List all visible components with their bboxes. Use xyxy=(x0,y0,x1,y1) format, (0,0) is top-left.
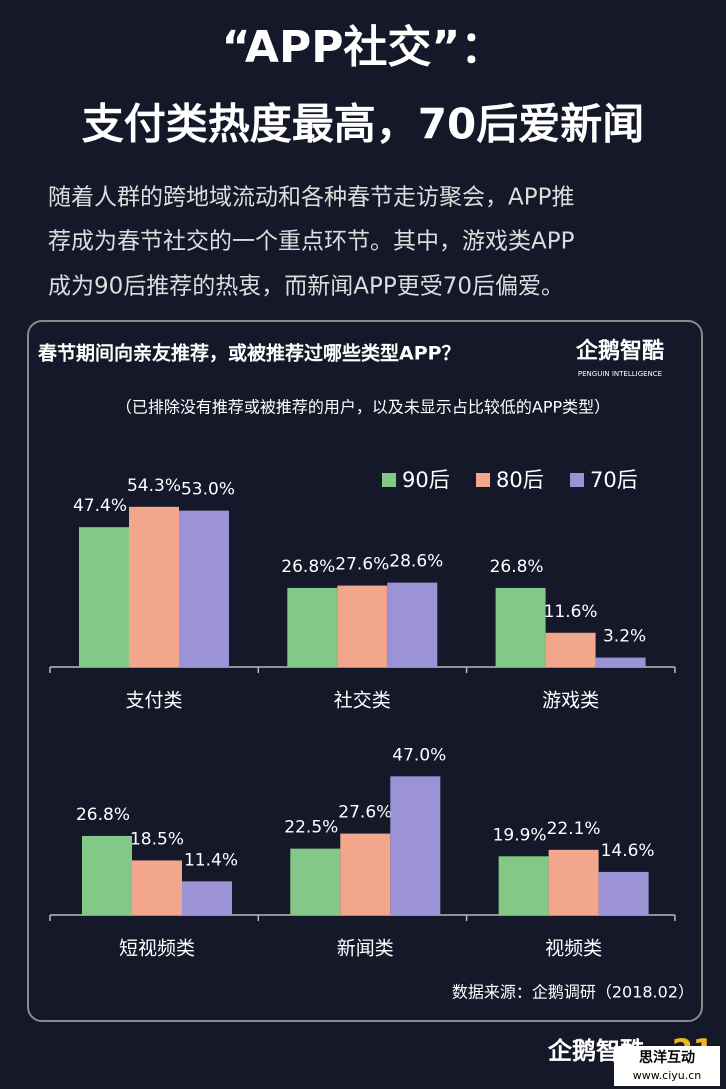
logo-sub: PENGUIN INTELLIGENCE xyxy=(578,370,662,378)
value-label: 11.4% xyxy=(184,850,238,870)
legend-label: 70后 xyxy=(590,468,638,492)
value-label: 26.8% xyxy=(76,805,130,825)
bar xyxy=(179,510,229,667)
intro: 成为90后推荐的热衷，而新闻APP更受70后偏爱。 xyxy=(48,274,564,300)
source: 数据来源：企鹅调研（2018.02） xyxy=(452,983,694,1002)
bar xyxy=(129,506,179,667)
value-label: 28.6% xyxy=(389,552,443,572)
value-label: 54.3% xyxy=(127,476,181,496)
value-label: 27.6% xyxy=(335,555,389,575)
x-tick-label: 新闻类 xyxy=(337,938,394,960)
legend-swatch xyxy=(570,473,584,487)
bar xyxy=(548,849,599,915)
bar xyxy=(340,833,391,915)
bar xyxy=(132,860,182,915)
x-tick-label: 社交类 xyxy=(334,690,391,712)
x-tick-label: 短视频类 xyxy=(119,938,195,960)
value-label: 22.1% xyxy=(547,819,601,839)
chart-title: 春节期间向亲友推荐，或被推荐过哪些类型APP？ xyxy=(38,342,461,365)
bar xyxy=(595,657,646,667)
bar xyxy=(79,527,129,667)
legend-label: 90后 xyxy=(402,468,450,492)
bar xyxy=(287,587,338,667)
value-label: 27.6% xyxy=(338,803,392,823)
chart-subtitle: （已排除没有推荐或被推荐的用户，以及未显示占比较低的APP类型） xyxy=(116,398,610,417)
x-tick-label: 游戏类 xyxy=(542,690,599,712)
value-label: 19.9% xyxy=(493,825,547,845)
bar xyxy=(182,881,232,915)
value-label: 26.8% xyxy=(281,557,335,577)
value-label: 3.2% xyxy=(603,627,646,647)
bar xyxy=(387,582,438,667)
x-tick-label: 视频类 xyxy=(545,938,602,960)
bar xyxy=(290,848,341,915)
legend-swatch xyxy=(382,473,396,487)
watermark-url: www.ciyu.cn xyxy=(633,1069,702,1082)
value-label: 47.4% xyxy=(73,496,127,516)
watermark-bg xyxy=(614,1046,720,1086)
x-tick-label: 支付类 xyxy=(125,690,182,712)
bar xyxy=(598,871,649,915)
bar xyxy=(390,776,441,915)
value-label: 22.5% xyxy=(284,818,338,838)
intro: 随着人群的跨地域流动和各种春节走访聚会，APP推 xyxy=(48,185,574,211)
watermark: 思洋互动 xyxy=(639,1049,695,1066)
bar xyxy=(545,632,596,667)
bar xyxy=(337,585,388,667)
value-label: 53.0% xyxy=(181,480,235,500)
intro: 荐成为春节社交的一个重点环节。其中，游戏类APP xyxy=(48,229,575,255)
bar xyxy=(498,856,549,915)
value-label: 18.5% xyxy=(130,829,184,849)
legend-label: 80后 xyxy=(496,468,544,492)
value-label: 47.0% xyxy=(392,745,446,765)
bar xyxy=(495,587,546,667)
title: “APP社交”： xyxy=(222,22,505,73)
logo: 企鹅智酷 xyxy=(575,338,664,364)
value-label: 14.6% xyxy=(601,841,655,861)
value-label: 26.8% xyxy=(490,557,544,577)
value-label: 11.6% xyxy=(544,602,598,622)
chart-box xyxy=(27,320,703,1022)
title: 支付类热度最高，70后爱新闻 xyxy=(82,100,644,149)
legend-swatch xyxy=(476,473,490,487)
bar xyxy=(82,835,132,915)
